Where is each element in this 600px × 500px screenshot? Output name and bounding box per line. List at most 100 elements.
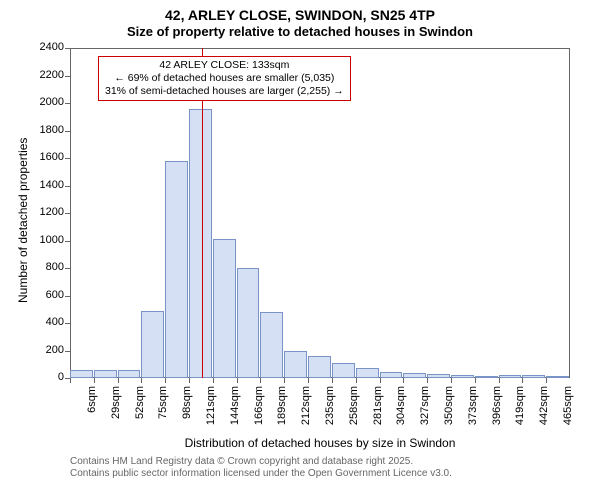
ytick-mark bbox=[65, 296, 70, 297]
ytick-label: 1000 bbox=[32, 234, 64, 246]
xtick-label: 350sqm bbox=[443, 386, 455, 426]
xtick-label: 98sqm bbox=[181, 386, 193, 426]
ytick-label: 400 bbox=[32, 316, 64, 328]
ytick-label: 0 bbox=[32, 371, 64, 383]
ytick-label: 1200 bbox=[32, 206, 64, 218]
xtick-mark bbox=[475, 378, 476, 383]
xtick-label: 327sqm bbox=[419, 386, 431, 426]
xtick-label: 281sqm bbox=[372, 386, 384, 426]
xtick-label: 189sqm bbox=[276, 386, 288, 426]
ytick-mark bbox=[65, 158, 70, 159]
ytick-mark bbox=[65, 323, 70, 324]
histogram-bar bbox=[118, 370, 141, 378]
annotation-box: 42 ARLEY CLOSE: 133sqm ← 69% of detached… bbox=[98, 56, 351, 101]
xtick-mark bbox=[380, 378, 381, 383]
histogram-bar bbox=[70, 370, 93, 378]
xtick-mark bbox=[141, 378, 142, 383]
annotation-line3: 31% of semi-detached houses are larger (… bbox=[105, 85, 344, 98]
histogram-bar bbox=[380, 372, 403, 378]
y-axis-label: Number of detached properties bbox=[16, 138, 30, 303]
xtick-mark bbox=[165, 378, 166, 383]
histogram-bar bbox=[189, 109, 212, 379]
ytick-label: 1400 bbox=[32, 179, 64, 191]
title-block: 42, ARLEY CLOSE, SWINDON, SN25 4TP Size … bbox=[0, 0, 600, 41]
xtick-mark bbox=[403, 378, 404, 383]
histogram-bar bbox=[427, 374, 450, 378]
xtick-label: 75sqm bbox=[157, 386, 169, 426]
ytick-label: 600 bbox=[32, 289, 64, 301]
ytick-mark bbox=[65, 351, 70, 352]
annotation-line1: 42 ARLEY CLOSE: 133sqm bbox=[105, 59, 344, 72]
xtick-mark bbox=[189, 378, 190, 383]
histogram-bar bbox=[403, 373, 426, 378]
title-line2: Size of property relative to detached ho… bbox=[0, 24, 600, 41]
xtick-label: 29sqm bbox=[110, 386, 122, 426]
xtick-mark bbox=[499, 378, 500, 383]
histogram-bar bbox=[165, 161, 188, 378]
histogram-bar bbox=[356, 368, 379, 378]
ytick-label: 2200 bbox=[32, 69, 64, 81]
histogram-bar bbox=[332, 363, 355, 378]
xtick-mark bbox=[522, 378, 523, 383]
ytick-label: 1600 bbox=[32, 151, 64, 163]
xtick-label: 166sqm bbox=[253, 386, 265, 426]
ytick-mark bbox=[65, 103, 70, 104]
xtick-label: 6sqm bbox=[86, 386, 98, 426]
footer-line2: Contains public sector information licen… bbox=[70, 468, 452, 480]
xtick-label: 419sqm bbox=[514, 386, 526, 426]
xtick-mark bbox=[118, 378, 119, 383]
histogram-bar bbox=[451, 375, 474, 378]
histogram-bar bbox=[213, 239, 236, 378]
annotation-line2: ← 69% of detached houses are smaller (5,… bbox=[105, 72, 344, 85]
histogram-bar bbox=[546, 376, 569, 378]
xtick-label: 121sqm bbox=[205, 386, 217, 426]
x-axis-label: Distribution of detached houses by size … bbox=[70, 436, 570, 450]
ytick-label: 2400 bbox=[32, 41, 64, 53]
histogram-bar bbox=[94, 370, 117, 378]
xtick-mark bbox=[308, 378, 309, 383]
xtick-label: 212sqm bbox=[300, 386, 312, 426]
ytick-mark bbox=[65, 268, 70, 269]
xtick-mark bbox=[427, 378, 428, 383]
footer-attribution: Contains HM Land Registry data © Crown c… bbox=[70, 456, 452, 480]
xtick-mark bbox=[332, 378, 333, 383]
histogram-bar bbox=[522, 375, 545, 378]
ytick-mark bbox=[65, 213, 70, 214]
xtick-label: 373sqm bbox=[467, 386, 479, 426]
xtick-mark bbox=[284, 378, 285, 383]
ytick-mark bbox=[65, 131, 70, 132]
xtick-mark bbox=[356, 378, 357, 383]
ytick-mark bbox=[65, 241, 70, 242]
xtick-label: 235sqm bbox=[324, 386, 336, 426]
xtick-mark bbox=[213, 378, 214, 383]
xtick-label: 304sqm bbox=[395, 386, 407, 426]
ytick-label: 1800 bbox=[32, 124, 64, 136]
xtick-label: 465sqm bbox=[562, 386, 574, 426]
xtick-mark bbox=[451, 378, 452, 383]
ytick-mark bbox=[65, 48, 70, 49]
xtick-label: 52sqm bbox=[134, 386, 146, 426]
xtick-mark bbox=[70, 378, 71, 383]
ytick-label: 2000 bbox=[32, 96, 64, 108]
xtick-mark bbox=[94, 378, 95, 383]
ytick-mark bbox=[65, 186, 70, 187]
footer-line1: Contains HM Land Registry data © Crown c… bbox=[70, 456, 452, 468]
xtick-label: 442sqm bbox=[538, 386, 550, 426]
ytick-mark bbox=[65, 76, 70, 77]
xtick-label: 258sqm bbox=[348, 386, 360, 426]
histogram-bar bbox=[141, 311, 164, 378]
histogram-bar bbox=[237, 268, 260, 378]
chart-container: 42, ARLEY CLOSE, SWINDON, SN25 4TP Size … bbox=[0, 0, 600, 500]
xtick-label: 396sqm bbox=[491, 386, 503, 426]
xtick-mark bbox=[546, 378, 547, 383]
ytick-label: 200 bbox=[32, 344, 64, 356]
xtick-mark bbox=[260, 378, 261, 383]
xtick-label: 144sqm bbox=[229, 386, 241, 426]
histogram-bar bbox=[308, 356, 331, 378]
ytick-label: 800 bbox=[32, 261, 64, 273]
histogram-bar bbox=[260, 312, 283, 378]
histogram-bar bbox=[284, 351, 307, 379]
histogram-bar bbox=[499, 375, 522, 378]
title-line1: 42, ARLEY CLOSE, SWINDON, SN25 4TP bbox=[0, 6, 600, 24]
histogram-bar bbox=[475, 376, 498, 378]
